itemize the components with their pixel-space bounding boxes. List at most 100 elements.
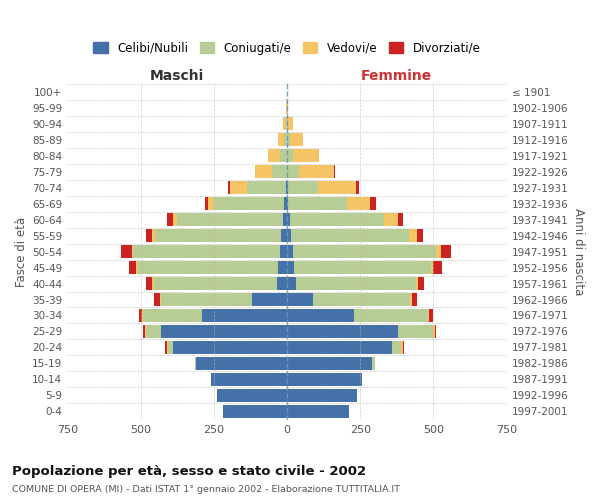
Bar (167, 213, 173, 226)
Bar (278, 133, 284, 146)
Bar (173, 213, 177, 226)
Bar (284, 133, 287, 146)
Bar (296, 277, 416, 290)
Bar (287, 245, 293, 258)
Bar (280, 245, 287, 258)
Bar (293, 149, 319, 162)
Bar (286, 117, 287, 130)
Bar (292, 229, 409, 242)
Bar (152, 229, 155, 242)
Bar (433, 325, 435, 338)
Bar (223, 405, 287, 418)
Bar (313, 293, 410, 306)
Bar (287, 181, 289, 194)
Bar (283, 213, 287, 226)
Bar (195, 357, 196, 370)
Bar (121, 245, 132, 258)
Bar (252, 293, 287, 306)
Y-axis label: Fasce di età: Fasce di età (15, 216, 28, 286)
Bar (287, 117, 289, 130)
Bar (230, 181, 247, 194)
Bar (289, 117, 293, 130)
Bar (287, 213, 290, 226)
Bar (287, 149, 293, 162)
Bar (428, 309, 429, 322)
Bar (137, 261, 278, 274)
Bar (278, 261, 287, 274)
Bar (409, 229, 418, 242)
Bar (401, 341, 403, 354)
Bar (143, 309, 202, 322)
Bar (410, 293, 412, 306)
Bar (392, 341, 401, 354)
Bar (356, 181, 359, 194)
Bar (229, 181, 230, 194)
Bar (247, 181, 286, 194)
Bar (295, 261, 431, 274)
Bar (355, 309, 428, 322)
Bar (177, 213, 283, 226)
Bar (196, 357, 287, 370)
Bar (418, 229, 423, 242)
Bar (441, 245, 451, 258)
Bar (169, 341, 173, 354)
Bar (431, 261, 433, 274)
Bar (287, 101, 289, 114)
Bar (202, 309, 287, 322)
Bar (173, 341, 287, 354)
Bar (166, 341, 167, 354)
Bar (284, 197, 287, 210)
Bar (287, 309, 355, 322)
Bar (129, 261, 136, 274)
Bar (280, 149, 287, 162)
Bar (146, 325, 161, 338)
Bar (214, 197, 284, 210)
Bar (287, 357, 372, 370)
Bar (208, 197, 214, 210)
Bar (398, 213, 403, 226)
Bar (372, 357, 375, 370)
Bar (370, 197, 376, 210)
Legend: Celibi/Nubili, Coniugati/e, Vedovi/e, Divorziati/e: Celibi/Nubili, Coniugati/e, Vedovi/e, Di… (94, 42, 481, 54)
Bar (429, 309, 433, 322)
Bar (287, 373, 362, 386)
Bar (287, 405, 349, 418)
Bar (398, 325, 433, 338)
Bar (281, 229, 287, 242)
Bar (277, 277, 287, 290)
Bar (290, 133, 303, 146)
Bar (299, 165, 334, 178)
Bar (286, 101, 287, 114)
Bar (167, 341, 169, 354)
Bar (289, 197, 347, 210)
Bar (433, 261, 442, 274)
Bar (161, 325, 287, 338)
Bar (287, 389, 358, 402)
Bar (142, 309, 143, 322)
Bar (287, 261, 295, 274)
Bar (211, 373, 287, 386)
Text: Femmine: Femmine (361, 68, 433, 82)
Bar (287, 277, 296, 290)
Bar (133, 245, 280, 258)
Bar (146, 229, 152, 242)
Bar (418, 277, 424, 290)
Bar (155, 229, 281, 242)
Text: Maschi: Maschi (150, 68, 204, 82)
Bar (416, 277, 418, 290)
Bar (136, 261, 137, 274)
Bar (436, 245, 441, 258)
Bar (287, 341, 392, 354)
Bar (268, 149, 280, 162)
Bar (146, 277, 152, 290)
Bar (160, 293, 161, 306)
Bar (132, 245, 133, 258)
Bar (286, 181, 287, 194)
Bar (272, 165, 287, 178)
Bar (287, 325, 398, 338)
Bar (287, 229, 292, 242)
Bar (290, 213, 383, 226)
Bar (403, 341, 404, 354)
Bar (435, 325, 436, 338)
Bar (318, 181, 356, 194)
